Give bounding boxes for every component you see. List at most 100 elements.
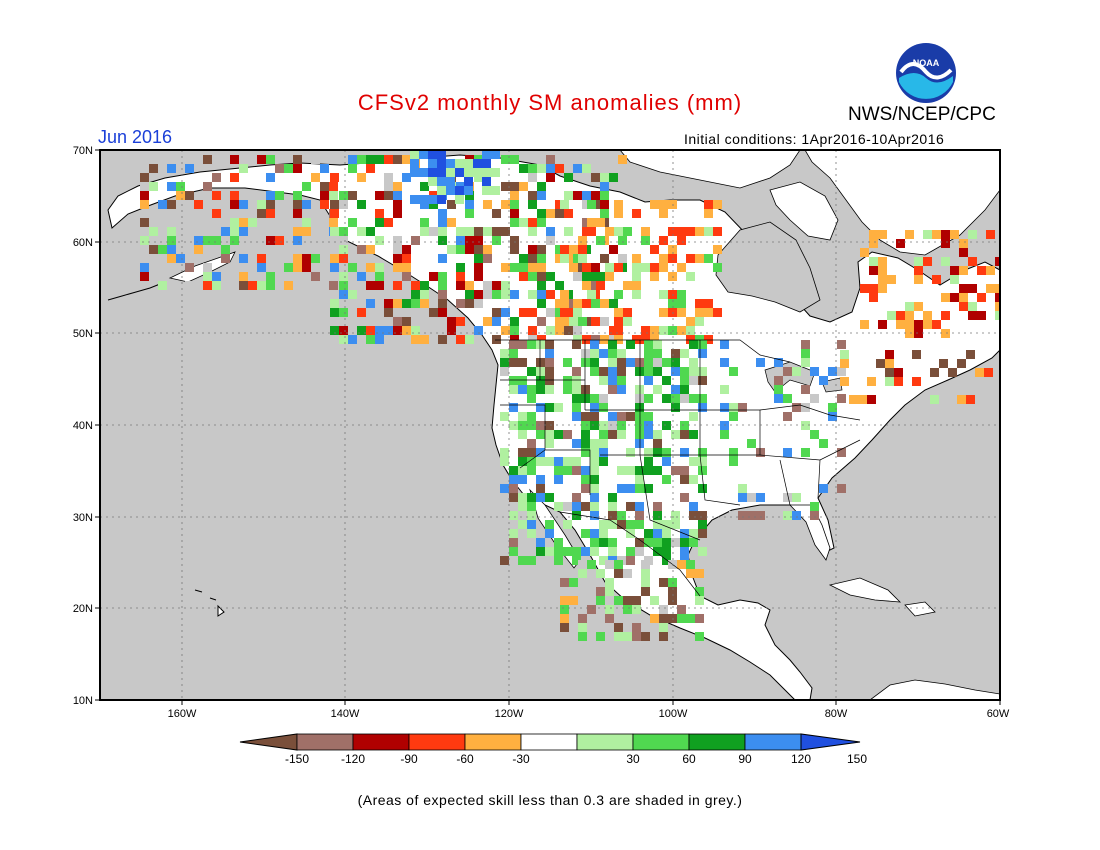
anomaly-cell — [713, 245, 722, 254]
anomaly-cell — [578, 254, 587, 263]
anomaly-cell — [774, 385, 783, 394]
anomaly-cell — [582, 218, 591, 227]
anomaly-cell — [212, 236, 221, 245]
anomaly-cell — [941, 257, 950, 266]
anomaly-cell — [366, 299, 375, 308]
anomaly-cell — [680, 538, 689, 547]
anomaly-cell — [590, 529, 599, 538]
anomaly-cell — [677, 308, 686, 317]
anomaly-cell — [555, 245, 564, 254]
anomaly-cell — [591, 335, 600, 344]
anomaly-cell — [923, 230, 932, 239]
anomaly-cell — [456, 236, 465, 245]
anomaly-cell — [419, 195, 428, 204]
anomaly-cell — [609, 326, 618, 335]
anomaly-cell — [518, 520, 527, 529]
anomaly-cell — [302, 182, 311, 191]
anomaly-cell — [573, 254, 582, 263]
anomaly-cell — [977, 266, 986, 275]
anomaly-cell — [536, 358, 545, 367]
anomaly-cell — [623, 317, 632, 326]
anomaly-cell — [563, 457, 572, 466]
anomaly-cell — [536, 538, 545, 547]
anomaly-cell — [635, 367, 644, 376]
anomaly-cell — [474, 236, 483, 245]
anomaly-cell — [671, 367, 680, 376]
anomaly-cell — [509, 493, 518, 502]
anomaly-cell — [614, 335, 623, 344]
anomaly-cell — [482, 168, 491, 177]
anomaly-cell — [509, 421, 518, 430]
anomaly-cell — [680, 547, 689, 556]
anomaly-cell — [578, 236, 587, 245]
anomaly-cell — [546, 164, 555, 173]
anomaly-cell — [977, 293, 986, 302]
anomaly-cell — [659, 623, 668, 632]
anomaly-cell — [348, 290, 357, 299]
anomaly-cell — [941, 311, 950, 320]
anomaly-cell — [212, 191, 221, 200]
anomaly-cell — [555, 308, 564, 317]
anomaly-cell — [828, 403, 837, 412]
anomaly-cell — [653, 439, 662, 448]
anomaly-cell — [348, 218, 357, 227]
anomaly-cell — [428, 195, 437, 204]
anomaly-cell — [659, 578, 668, 587]
anomaly-cell — [632, 209, 641, 218]
anomaly-cell — [537, 272, 546, 281]
anomaly-cell — [482, 150, 491, 159]
anomaly-cell — [167, 245, 176, 254]
anomaly-cell — [464, 159, 473, 168]
anomaly-cell — [581, 394, 590, 403]
anomaly-cell — [257, 281, 266, 290]
anomaly-cell — [860, 284, 869, 293]
anomaly-cell — [582, 200, 591, 209]
anomaly-cell — [537, 209, 546, 218]
anomaly-cell — [626, 448, 635, 457]
anomaly-cell — [402, 245, 411, 254]
anomaly-cell — [617, 412, 626, 421]
anomaly-cell — [644, 538, 653, 547]
anomaly-cell — [591, 299, 600, 308]
anomaly-cell — [599, 538, 608, 547]
anomaly-cell — [560, 254, 569, 263]
anomaly-cell — [384, 299, 393, 308]
lon-label-100w: 100W — [659, 708, 688, 720]
anomaly-cell — [644, 349, 653, 358]
anomaly-cell — [185, 164, 194, 173]
anomaly-cell — [239, 272, 248, 281]
anomaly-cell — [590, 484, 599, 493]
anomaly-cell — [537, 191, 546, 200]
anomaly-cell — [560, 605, 569, 614]
anomaly-cell — [420, 290, 429, 299]
anomaly-cell — [704, 308, 713, 317]
anomaly-cell — [747, 493, 756, 502]
anomaly-cell — [720, 358, 729, 367]
anomaly-cell — [311, 155, 320, 164]
anomaly-cell — [596, 218, 605, 227]
anomaly-cell — [465, 200, 474, 209]
anomaly-cell — [635, 358, 644, 367]
anomaly-cell — [662, 475, 671, 484]
anomaly-cell — [527, 520, 536, 529]
anomaly-cell — [438, 254, 447, 263]
anomaly-cell — [894, 368, 903, 377]
anomaly-cell — [546, 155, 555, 164]
anomaly-cell — [608, 421, 617, 430]
anomaly-cell — [653, 448, 662, 457]
anomaly-cell — [686, 326, 695, 335]
anomaly-cell — [698, 394, 707, 403]
anomaly-cell — [614, 596, 623, 605]
anomaly-cell — [438, 209, 447, 218]
anomaly-cell — [546, 308, 555, 317]
anomaly-cell — [293, 263, 302, 272]
anomaly-cell — [518, 493, 527, 502]
anomaly-cell — [536, 385, 545, 394]
anomaly-cell — [510, 209, 519, 218]
anomaly-cell — [275, 263, 284, 272]
anomaly-cell — [528, 218, 537, 227]
anomaly-cell — [659, 290, 668, 299]
anomaly-cell — [641, 569, 650, 578]
anomaly-cell — [614, 290, 623, 299]
anomaly-cell — [653, 430, 662, 439]
